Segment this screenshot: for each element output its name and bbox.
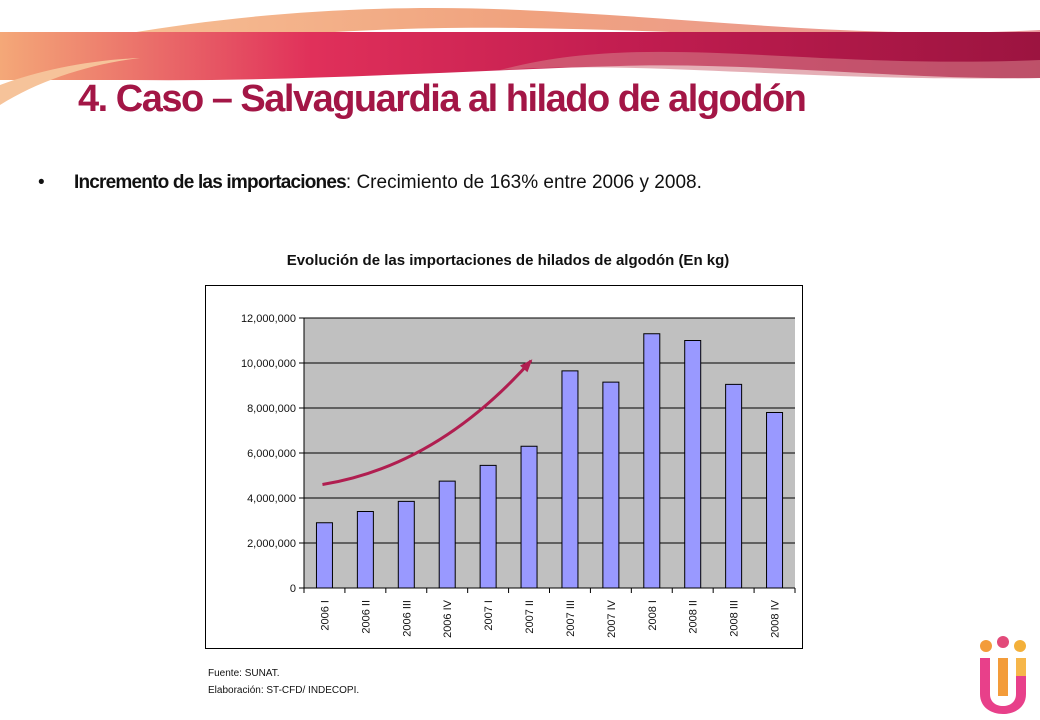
bar	[520, 445, 538, 589]
x-tick-label: 2007 III	[565, 600, 577, 637]
trend-arrow-line	[322, 359, 533, 486]
y-tick-label: 12,000,000	[241, 313, 296, 325]
x-tick-label: 2006 IV	[442, 599, 454, 638]
bullet-item: • Incremento de las importaciones: Crecim…	[38, 172, 702, 194]
bar	[684, 340, 702, 589]
bullet-text: : Crecimiento de 163% entre 2006 y 2008.	[345, 172, 702, 193]
bar	[438, 480, 456, 589]
page-title: 4. Caso – Salvaguardia al hilado de algo…	[78, 78, 807, 120]
x-tick-label: 2006 I	[319, 600, 331, 631]
bar	[479, 464, 497, 589]
logo-icon	[980, 636, 1026, 714]
y-tick-label: 4,000,000	[247, 493, 296, 505]
x-tick-label: 2006 III	[401, 600, 413, 637]
bar	[356, 511, 374, 589]
header-banner	[0, 8, 1040, 105]
bullet-dot: •	[38, 172, 45, 193]
bar	[397, 500, 415, 589]
chart-title: Evolución de las importaciones de hilado…	[286, 252, 730, 269]
source-note: Fuente: SUNAT.	[208, 668, 280, 679]
y-tick-label: 0	[290, 583, 296, 595]
x-tick-label: 2008 IV	[770, 599, 782, 638]
x-tick-label: 2008 I	[647, 600, 659, 631]
x-tick-label: 2008 II	[688, 600, 700, 634]
x-tick-label: 2007 IV	[606, 599, 618, 638]
elaboration-note: Elaboración: ST-CFD/ INDECOPI.	[208, 685, 360, 696]
bar	[725, 383, 743, 589]
bar	[315, 522, 333, 589]
y-tick-label: 10,000,000	[241, 358, 296, 370]
trend-arrow-head	[519, 359, 533, 373]
chart-frame: 0 2,000,000 4,000,000 6,000,000 8,000,000 10,…	[205, 285, 803, 649]
bar	[643, 333, 661, 589]
x-tick-label: 2008 III	[729, 600, 741, 637]
bar	[766, 412, 784, 589]
x-tick-label: 2007 II	[524, 600, 536, 634]
bullet-bold-text: Incremento de las importaciones	[74, 172, 347, 193]
y-tick-label: 6,000,000	[247, 448, 296, 460]
bar-chart: 0 2,000,000 4,000,000 6,000,000 8,000,000 10,…	[241, 313, 796, 638]
bar	[602, 381, 620, 589]
y-tick-label: 2,000,000	[247, 538, 296, 550]
bar	[561, 370, 579, 589]
x-tick-label: 2006 II	[360, 600, 372, 634]
x-tick-label: 2007 I	[483, 600, 495, 631]
y-tick-label: 8,000,000	[247, 403, 296, 415]
